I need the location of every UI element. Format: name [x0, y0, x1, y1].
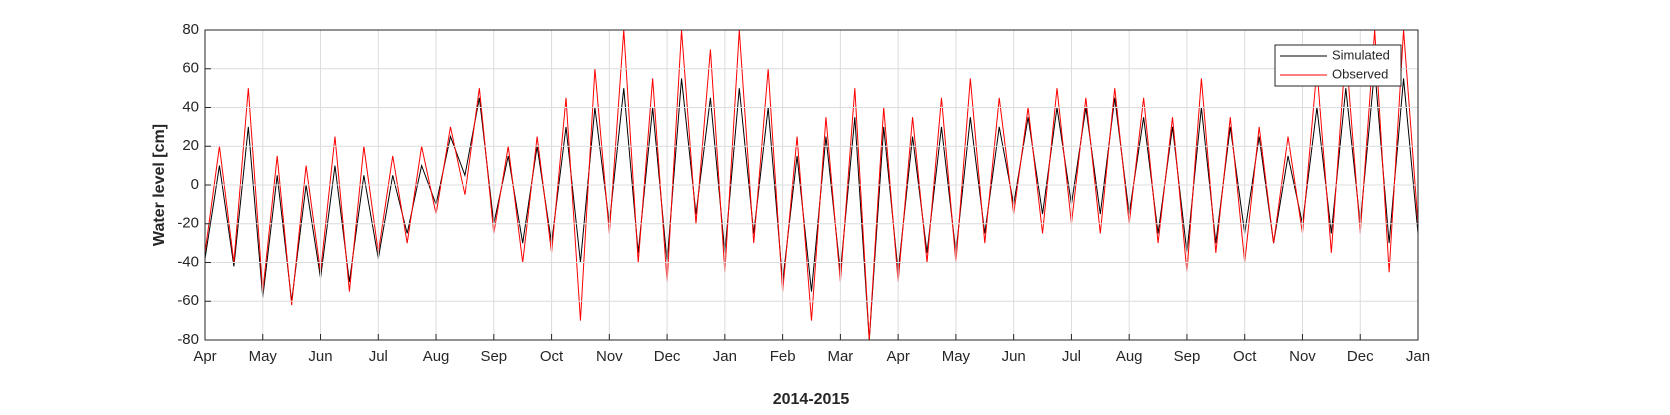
series-line [205, 30, 1418, 340]
legend-box [1274, 44, 1402, 87]
x-tick-label: Apr [886, 348, 909, 365]
legend-label: Simulated [1332, 47, 1390, 62]
x-tick-label: Jun [308, 348, 332, 365]
y-tick-label: 80 [182, 21, 199, 38]
x-tick-label: Nov [1289, 348, 1316, 365]
x-tick-label: Jul [1062, 348, 1081, 365]
y-tick-label: 40 [182, 98, 199, 115]
x-tick-label: Jan [1406, 348, 1430, 365]
y-tick-label: -80 [177, 331, 199, 348]
x-tick-label: Oct [1233, 348, 1257, 365]
y-axis-label: Water level [cm] [151, 124, 168, 246]
x-axis-label: 2014-2015 [773, 391, 850, 408]
x-tick-label: Nov [596, 348, 623, 365]
x-tick-label: Mar [827, 348, 853, 365]
x-tick-label: May [249, 348, 278, 365]
y-tick-label: -40 [177, 253, 199, 270]
y-tick-label: -20 [177, 215, 199, 232]
y-tick-label: 0 [191, 176, 199, 193]
x-tick-label: Sep [480, 348, 507, 365]
x-tick-label: Jul [369, 348, 388, 365]
x-tick-label: Jun [1002, 348, 1026, 365]
y-tick-label: 60 [182, 60, 199, 77]
x-tick-label: Sep [1174, 348, 1201, 365]
plot-frame [204, 29, 1419, 341]
legend-label: Observed [1332, 66, 1388, 81]
x-tick-label: Feb [770, 348, 796, 365]
x-tick-label: Dec [654, 348, 681, 365]
x-tick-label: Apr [193, 348, 216, 365]
x-tick-label: Oct [540, 348, 564, 365]
x-tick-label: Dec [1347, 348, 1374, 365]
x-tick-label: Aug [423, 348, 450, 365]
x-tick-label: Aug [1116, 348, 1143, 365]
x-tick-label: Jan [713, 348, 737, 365]
x-tick-label: May [942, 348, 971, 365]
plot-lines [205, 30, 1418, 340]
series-line [205, 68, 1418, 340]
y-tick-label: -60 [177, 292, 199, 309]
y-tick-label: 20 [182, 137, 199, 154]
